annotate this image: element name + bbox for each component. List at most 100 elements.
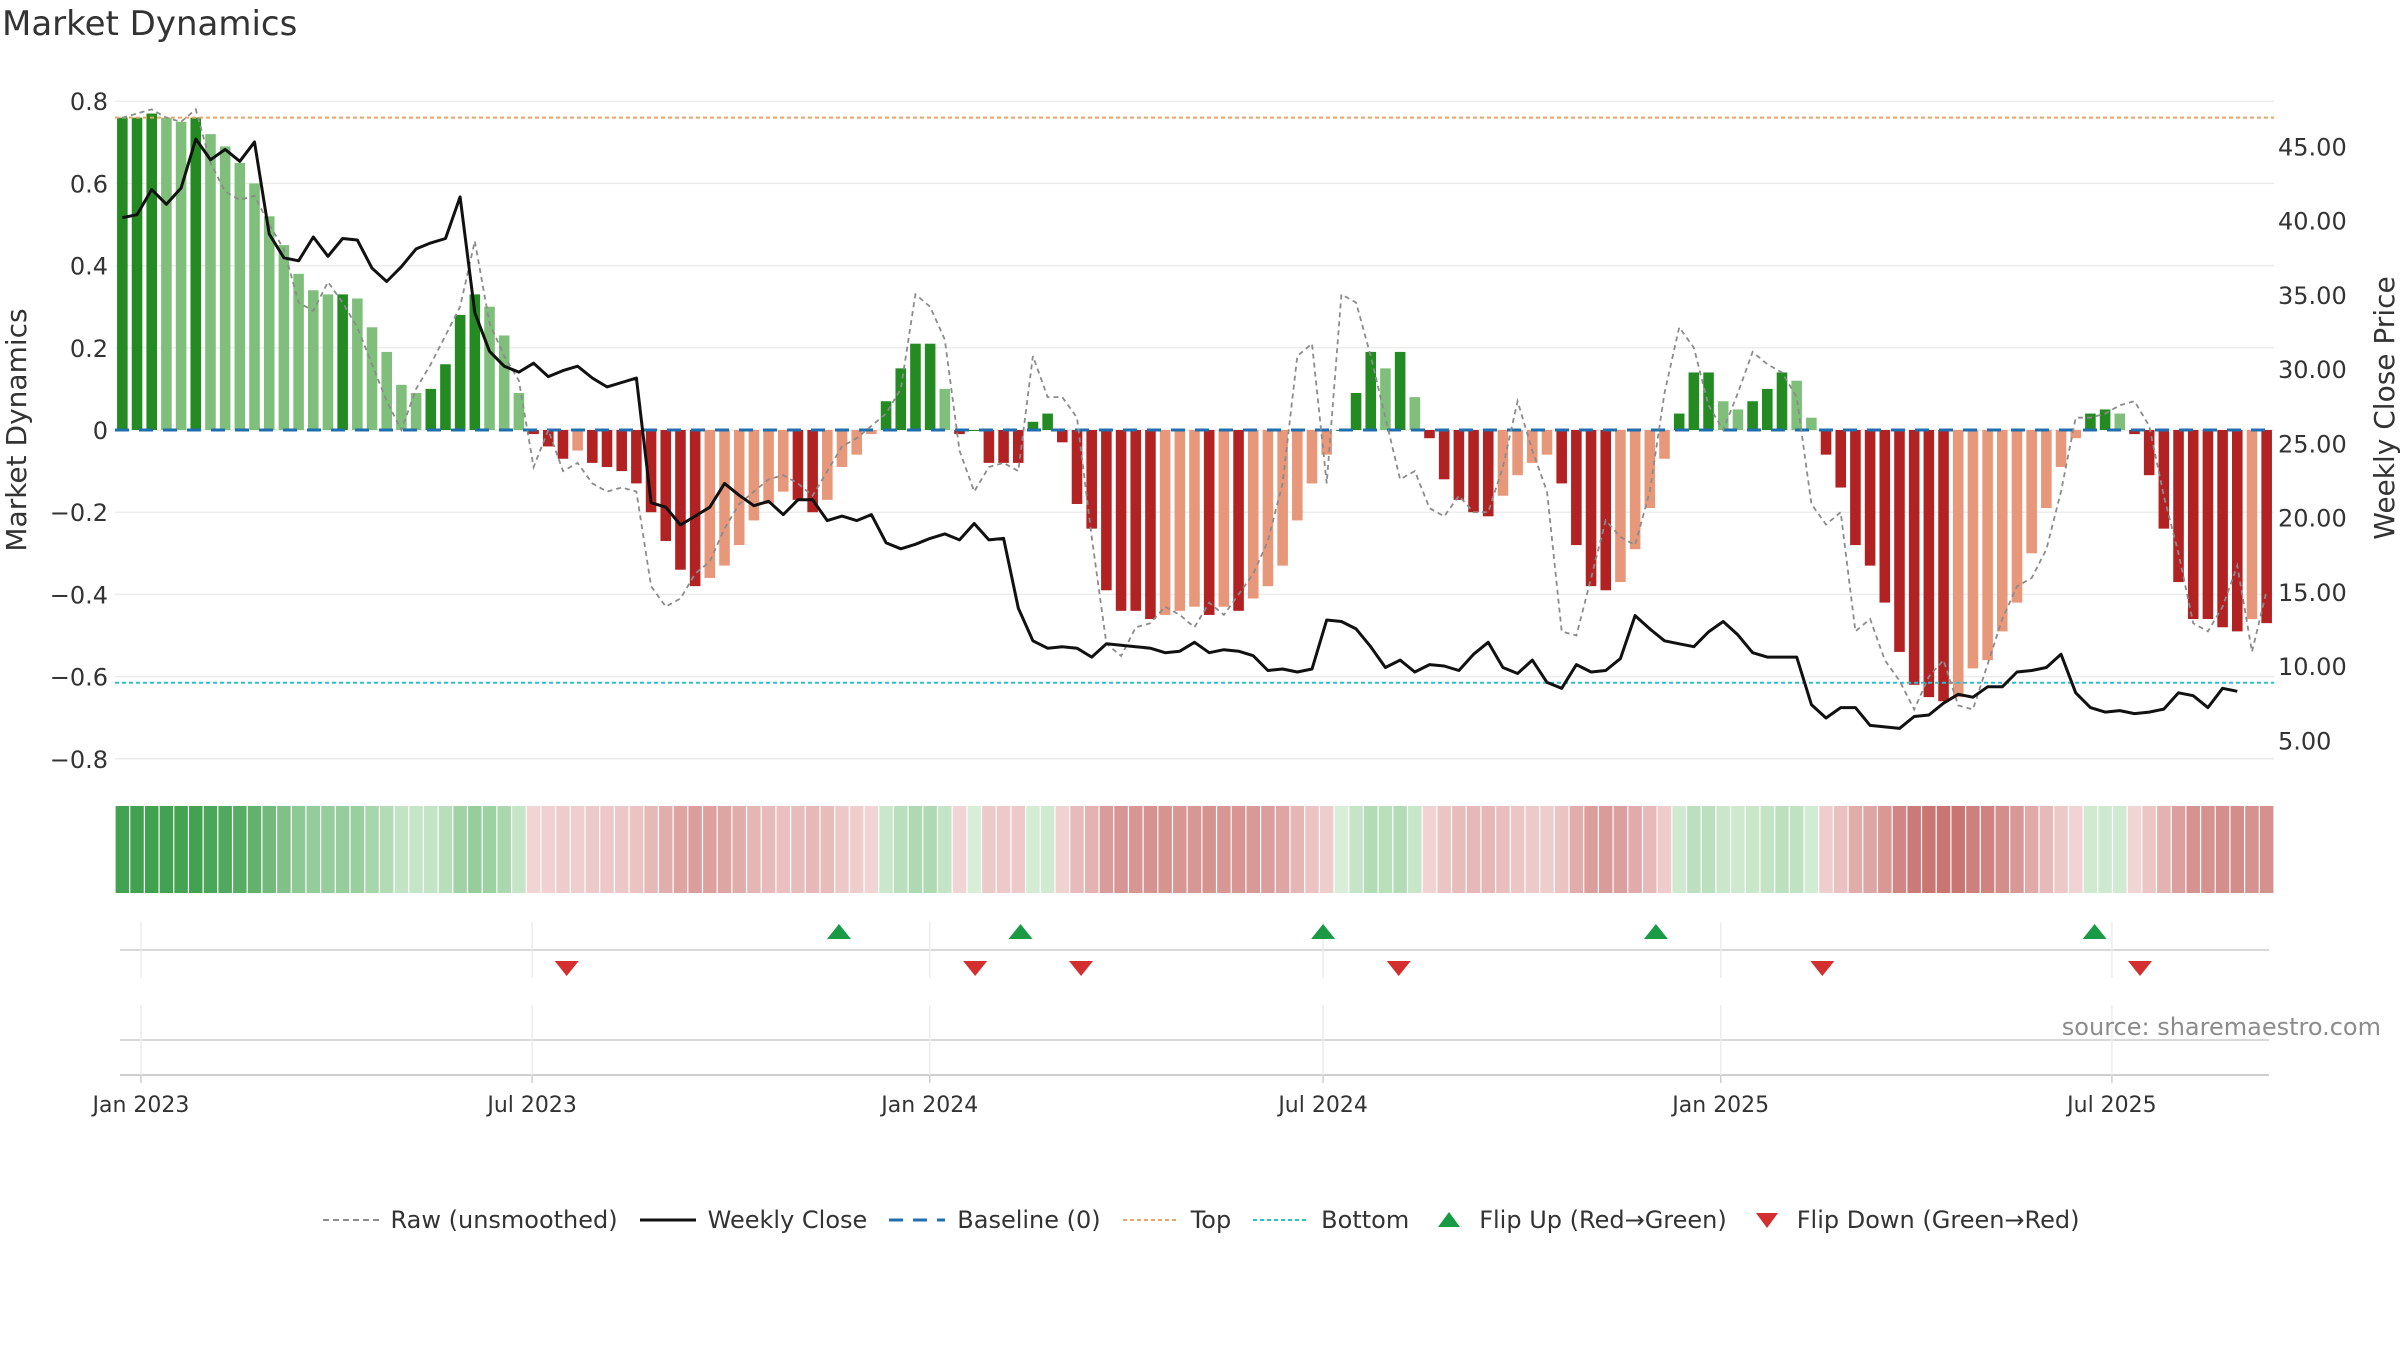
legend-label-bottom: Bottom: [1321, 1206, 1410, 1234]
strip-cell: [424, 806, 438, 893]
strip-cell: [335, 806, 350, 893]
dynamics-bar: [1806, 417, 1817, 430]
strip-cell: [1129, 806, 1143, 893]
dynamics-bar: [1659, 430, 1670, 459]
dynamics-bar: [1101, 430, 1112, 591]
dynamics-bar: [1850, 430, 1861, 546]
strip-cell: [350, 806, 365, 893]
dynamics-bar: [1159, 430, 1171, 615]
dynamics-bar: [1879, 430, 1891, 603]
strip-cell: [820, 806, 835, 893]
dynamics-bar: [2158, 430, 2170, 529]
strip-cell: [468, 806, 482, 893]
strip-cell: [2083, 806, 2098, 893]
dynamics-bar: [396, 384, 407, 430]
dynamics-bar: [1277, 430, 1288, 566]
red-down-triangle-icon: [1755, 1213, 1778, 1228]
strip-cell: [203, 806, 218, 893]
strip-cell: [2024, 806, 2039, 893]
strip-cell: [1672, 806, 1686, 893]
strip-cell: [1040, 806, 1055, 893]
dynamics-bar: [469, 294, 481, 430]
dynamics-bar: [645, 430, 657, 513]
flip-up-marker: [2082, 924, 2107, 939]
strip-cell: [1349, 806, 1363, 893]
strip-cell: [1187, 806, 1202, 893]
dynamics-bar: [190, 117, 202, 430]
strip-cell: [688, 806, 702, 893]
dynamics-bar: [733, 430, 745, 546]
legend-item-top: Top: [1121, 1206, 1231, 1234]
dynamics-bar: [998, 430, 1009, 463]
dynamics-bar: [146, 113, 158, 431]
dynamics-bar: [2055, 430, 2067, 467]
dynamics-bar: [1908, 430, 1920, 685]
dynamics-bar: [1306, 430, 1318, 484]
strip-cell: [2010, 806, 2024, 893]
dashed-gray-line-icon: [322, 1219, 379, 1221]
dynamics-bar: [2217, 430, 2228, 628]
strip-cell: [1789, 806, 1804, 893]
dynamics-bar: [205, 134, 216, 430]
dynamics-bar: [1776, 372, 1788, 430]
strip-cell: [1217, 806, 1231, 893]
dynamics-bar: [219, 146, 231, 431]
strip-cell: [938, 806, 952, 893]
dynamics-bar: [1262, 430, 1274, 587]
strip-cell: [996, 806, 1011, 893]
dynamics-bar: [2041, 430, 2052, 509]
y-tick-label: 0.4: [70, 253, 108, 281]
dynamics-bar: [1527, 430, 1538, 463]
strip-cell: [321, 806, 335, 893]
y2-tick-label: 25.00: [2278, 430, 2347, 458]
dynamics-bar: [1409, 397, 1421, 430]
y2-tick-label: 10.00: [2278, 653, 2347, 681]
strip-cell: [1584, 806, 1598, 893]
strip-cell: [409, 806, 423, 893]
strip-cell: [585, 806, 600, 893]
y2-tick-label: 5.00: [2278, 727, 2331, 755]
strip-cell: [791, 806, 805, 893]
dynamics-bar: [572, 430, 583, 451]
strip-cell: [2127, 806, 2142, 893]
dynamics-bar: [616, 430, 627, 472]
dynamics-bar: [910, 343, 921, 430]
green-up-triangle-icon: [1438, 1212, 1461, 1227]
dynamics-bar: [498, 335, 510, 430]
close-series: [122, 137, 2238, 730]
dynamics-bar: [777, 430, 789, 492]
legend-item-bottom: Bottom: [1251, 1206, 1409, 1234]
strip-cell: [629, 806, 644, 893]
dynamics-bar: [293, 273, 304, 430]
strip-cell: [1084, 806, 1099, 893]
strip-cell: [1408, 806, 1422, 893]
strip-cell: [1878, 806, 1892, 893]
y2-tick-label: 35.00: [2278, 282, 2347, 310]
y-tick-label: −0.6: [50, 664, 108, 692]
dynamics-bar: [1394, 351, 1406, 430]
dynamics-bar: [1717, 401, 1729, 430]
strip-cell: [115, 806, 130, 893]
strip-cell: [2171, 806, 2186, 893]
strip-cell: [1863, 806, 1877, 893]
strip-cell: [1922, 806, 1936, 893]
dotted-cyan-line-icon: [1253, 1219, 1310, 1221]
strip-cell: [2201, 806, 2215, 893]
dynamics-bar: [542, 430, 554, 447]
strip-cell: [1936, 806, 1951, 893]
dynamics-bar: [513, 393, 525, 430]
dynamics-bar: [968, 430, 980, 431]
strip-cell: [1143, 806, 1158, 893]
dynamics-bar: [1027, 421, 1039, 430]
strip-cell: [2230, 806, 2245, 893]
dynamics-bar: [2261, 430, 2272, 624]
strip-cell: [1437, 806, 1451, 893]
dynamics-bar: [1482, 430, 1494, 517]
flip-down-marker: [1069, 961, 1094, 976]
strip-cell: [291, 806, 306, 893]
strip-cell: [894, 806, 908, 893]
y2-tick-label: 45.00: [2278, 133, 2347, 161]
legend-item-raw: Raw (unsmoothed): [321, 1206, 618, 1234]
strip-cell: [673, 806, 688, 893]
dynamics-bar: [1600, 430, 1612, 591]
